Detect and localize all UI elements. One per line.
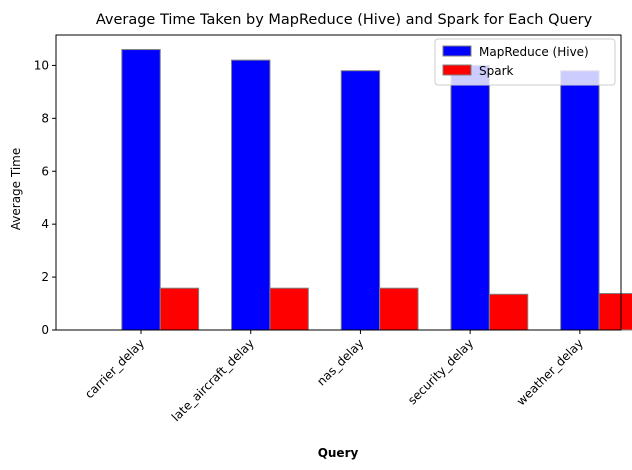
bar-mapreduce <box>121 49 161 331</box>
x-tick-label: carrier_delay <box>82 336 147 401</box>
bar-spark <box>598 292 632 331</box>
x-tick-label: security_delay <box>405 336 476 407</box>
bar-mapreduce <box>340 70 381 331</box>
bar-spark <box>379 287 419 331</box>
y-tick-label: 6 <box>41 164 49 178</box>
x-axis-label: Query <box>318 446 359 460</box>
bar-mapreduce <box>231 59 271 331</box>
legend-label: Spark <box>479 64 514 78</box>
x-tick-label: weather_delay <box>514 336 586 408</box>
bar-spark <box>159 287 200 331</box>
y-tick-label: 4 <box>41 217 49 231</box>
plot-area: 0 2 4 6 8 10 carrier_delay late_aircraft_delay n… <box>34 34 632 424</box>
bar-mapreduce <box>560 70 600 331</box>
bar-spark <box>488 293 529 331</box>
legend-swatch <box>442 64 472 76</box>
bar-mapreduce <box>450 64 490 331</box>
legend-swatch <box>442 45 472 57</box>
x-tick-label: late_aircraft_delay <box>169 336 257 424</box>
bar-spark <box>269 287 309 331</box>
axes-frame <box>55 34 622 331</box>
legend-box <box>434 38 616 86</box>
y-tick-label: 2 <box>41 270 49 284</box>
y-tick-label: 8 <box>41 111 49 125</box>
chart-title: Average Time Taken by MapReduce (Hive) a… <box>96 12 593 28</box>
y-tick-label: 10 <box>34 58 49 72</box>
y-tick-label: 0 <box>41 323 49 337</box>
y-axis-label: Average Time <box>9 148 23 230</box>
x-tick-label: nas_delay <box>314 336 366 388</box>
legend-label: MapReduce (Hive) <box>479 45 589 59</box>
